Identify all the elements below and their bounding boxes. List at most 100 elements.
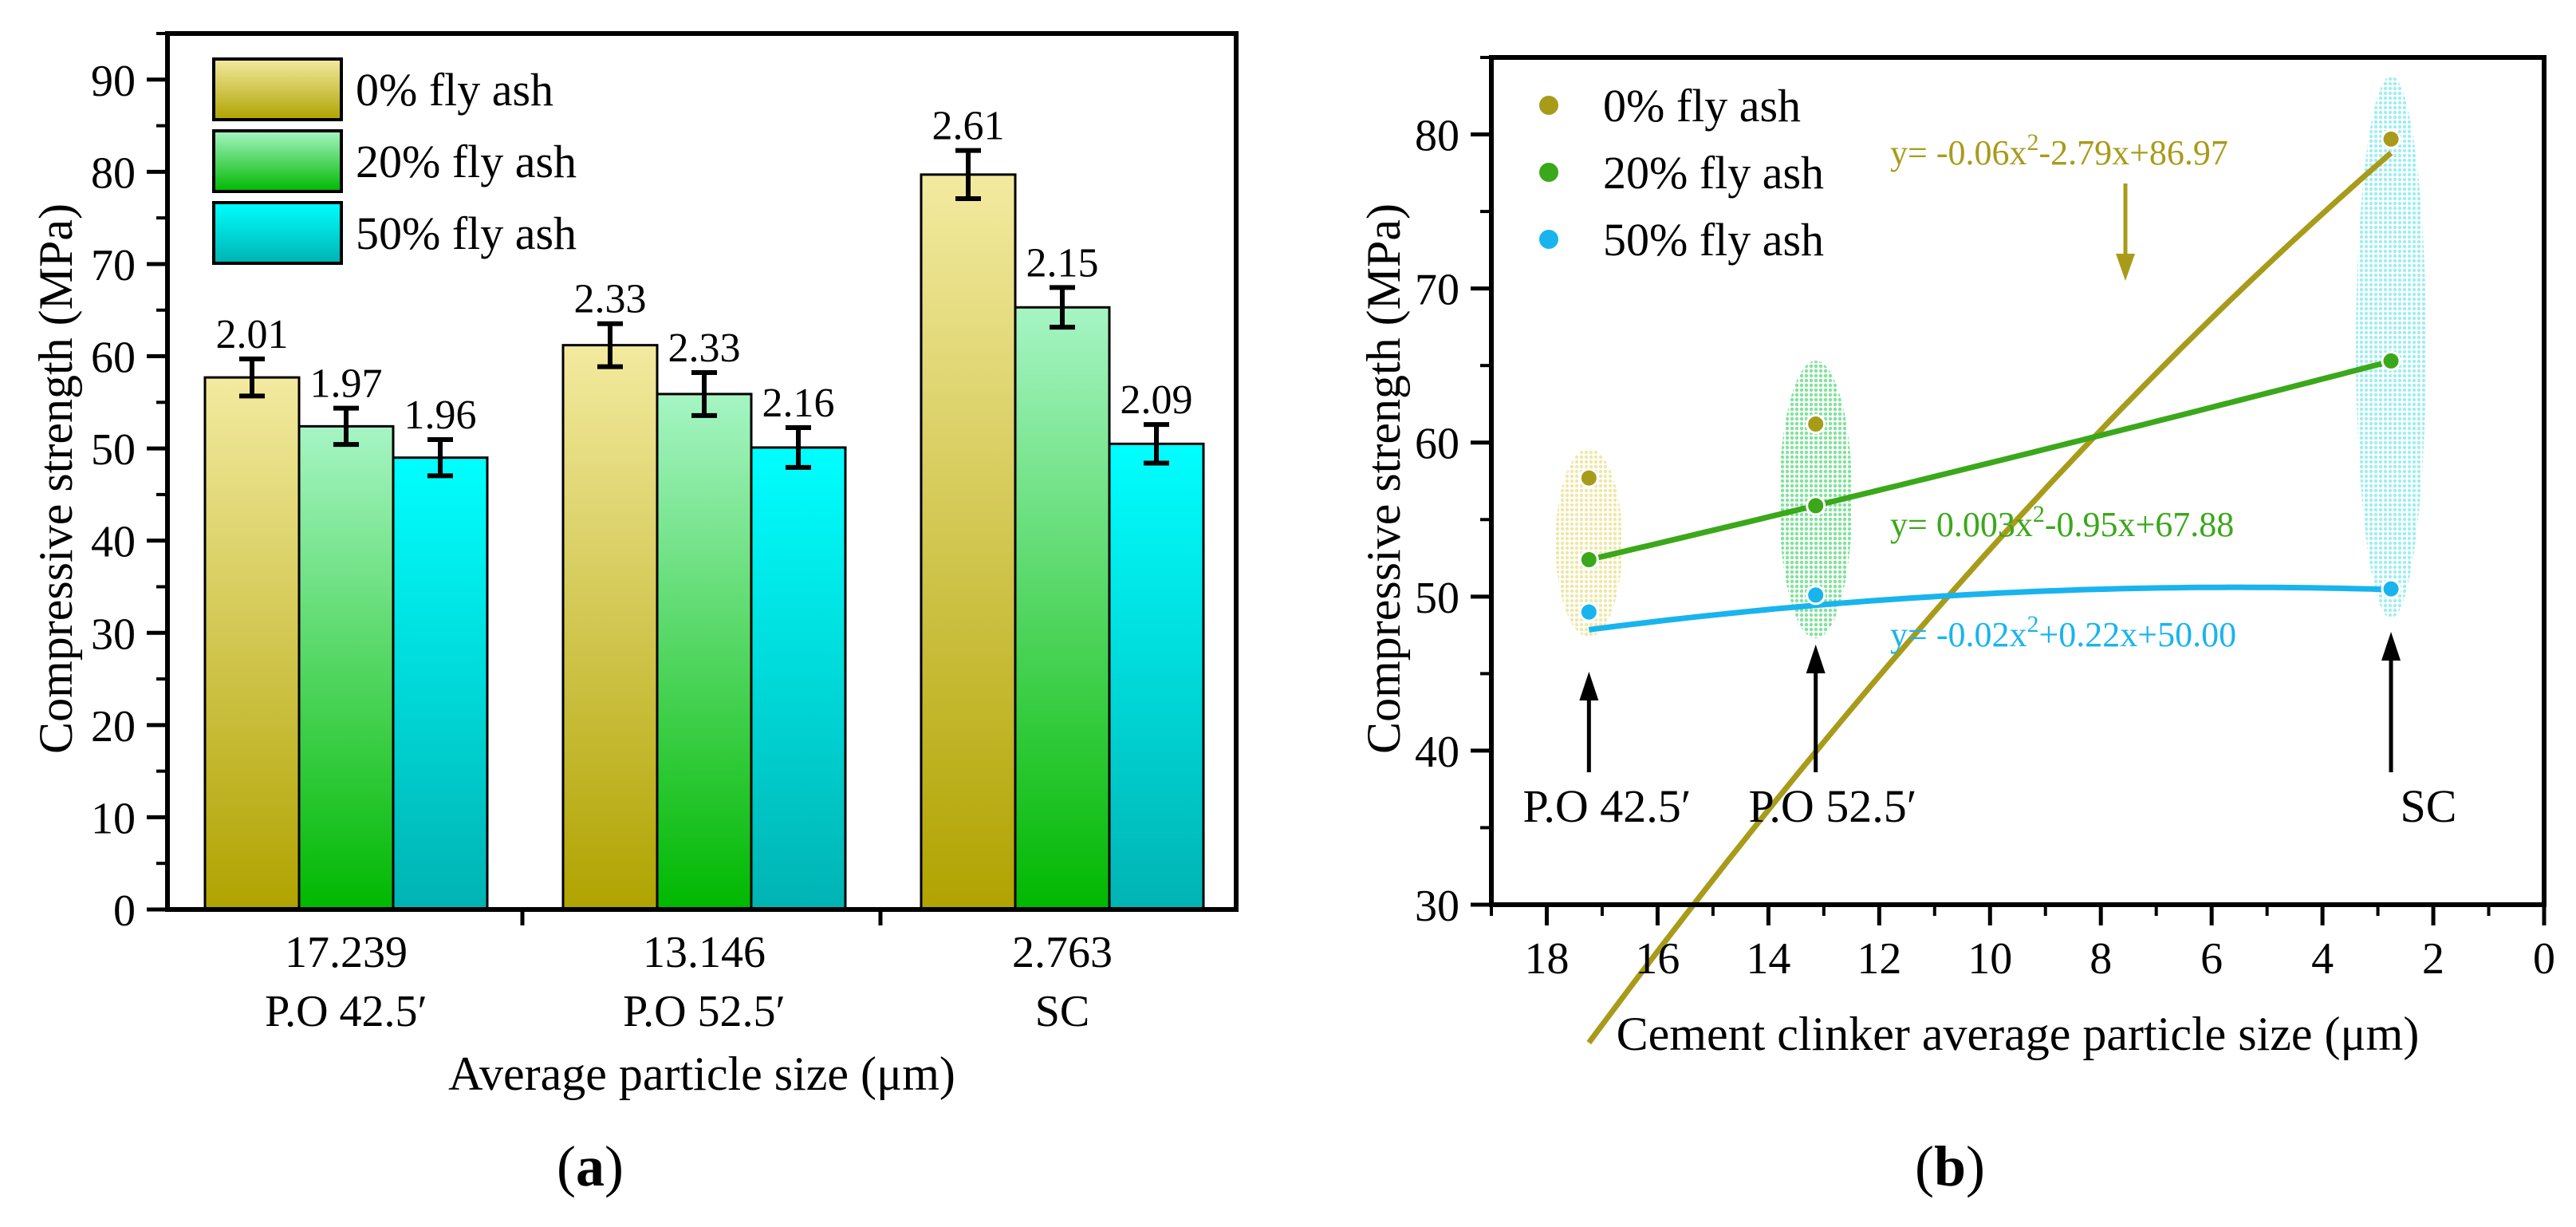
- fit-equation-suffix: -0.95x+67.88: [2045, 505, 2234, 544]
- x-tick-label: 12: [1857, 934, 1901, 984]
- x-tick-label-name: SC: [1035, 987, 1090, 1036]
- y-tick-label: 70: [1415, 266, 1459, 315]
- bar-2-2: [1108, 442, 1205, 911]
- fit-equation-1: y= 0.003x2-0.95x+67.88: [1890, 501, 2234, 544]
- scatter-chart-x-axis: 18 16 14 12 10 8 6 4 2 0: [1490, 905, 2555, 984]
- panel-label-b: (b): [1915, 1134, 1985, 1198]
- fit-equation-suffix: +0.22x+50.00: [2038, 615, 2236, 654]
- scatter-chart-x-axis-title: Cement clinker average particle size (μm…: [1617, 1008, 2420, 1060]
- bar-1-2: [1014, 306, 1111, 911]
- legend-swatch-0: [212, 57, 343, 121]
- data-point-0-2: [2381, 128, 2401, 149]
- x-tick-label: 4: [2311, 934, 2334, 984]
- scatter-chart-y-axis-title: Compressive strength (MPa): [1357, 203, 1410, 754]
- bar-2-1: [750, 446, 847, 911]
- y-tick-label: 30: [91, 610, 136, 659]
- data-point-0-1: [1806, 414, 1826, 435]
- highlight-ellipse-2: [2356, 76, 2427, 619]
- annotation-label-2: SC: [2401, 780, 2457, 832]
- fit-equation-suffix: -2.79x+86.97: [2038, 133, 2227, 172]
- fit-equation-superscript: 2: [2033, 501, 2045, 527]
- data-label: 2.15: [1026, 240, 1099, 286]
- x-tick-label: 6: [2200, 934, 2223, 984]
- fit-equation-superscript: 2: [2027, 611, 2038, 637]
- x-tick-label: 18: [1524, 934, 1569, 984]
- data-label: 2.09: [1121, 377, 1193, 423]
- bar-chart-x-axis-title: Average particle size (μm): [448, 1047, 955, 1100]
- data-label: 2.33: [668, 325, 741, 371]
- data-label: 1.97: [310, 361, 383, 407]
- y-tick-label: 90: [91, 57, 136, 106]
- fit-equation-superscript: 2: [2027, 129, 2038, 156]
- data-point-1-1: [1806, 495, 1826, 516]
- y-tick-label: 70: [91, 241, 136, 290]
- bar-1-1: [656, 393, 753, 911]
- bar-0-0: [203, 376, 301, 911]
- x-tick-label-size: 2.763: [1012, 928, 1113, 977]
- data-label: 2.33: [574, 277, 647, 322]
- data-label: 2.16: [762, 381, 835, 426]
- fit-equation-prefix: y= 0.003x: [1890, 505, 2033, 544]
- x-tick-label: 0: [2533, 934, 2555, 984]
- scatter-chart-panel: 30 40 50 60 70 80 18 16 14 12 10 8 6 4 2 0 0% fly ash 2…: [1357, 55, 2555, 1198]
- y-tick-label: 80: [1415, 112, 1459, 161]
- bar-0-2: [920, 173, 1017, 911]
- y-tick-label: 40: [1415, 728, 1459, 777]
- x-tick-label-name: P.O 42.5′: [265, 987, 427, 1036]
- legend-label-0: 0% fly ash: [1603, 80, 1801, 132]
- annotation-arrow-head-1: [1806, 645, 1826, 673]
- panel-label-b-letter: b: [1934, 1134, 1966, 1198]
- bar-chart-bars: 2.01 1.97 1.96 2.33 2.33 2.16 2.61 2.15 2.09: [203, 104, 1205, 911]
- panel-label-a: (a): [557, 1134, 624, 1198]
- equation-arrow-head: [2116, 254, 2135, 281]
- x-tick-label: 2: [2422, 934, 2444, 984]
- fit-equation-prefix: y= -0.06x: [1890, 133, 2027, 172]
- fit-equation-2: y= -0.02x2+0.22x+50.00: [1890, 611, 2236, 654]
- legend-swatch-2: [212, 201, 343, 265]
- legend-marker-2: [1539, 230, 1558, 249]
- data-point-2-2: [2381, 578, 2401, 599]
- y-tick-label: 10: [91, 794, 136, 843]
- scatter-chart-fit-curves: [1586, 151, 2393, 1045]
- legend-label-1: 20% fly ash: [1603, 147, 1824, 199]
- x-tick-label: 16: [1635, 934, 1680, 984]
- scatter-chart-points: [1578, 128, 2401, 622]
- y-tick-label: 60: [91, 333, 136, 383]
- fit-curve-1: [1588, 358, 2392, 563]
- data-label: 2.61: [932, 104, 1005, 149]
- legend-marker-0: [1539, 96, 1558, 115]
- y-tick-label: 0: [113, 886, 136, 936]
- fit-equation-prefix: y= -0.02x: [1890, 615, 2027, 654]
- bar-chart-legend: 0% fly ash 20% fly ash 50% fly ash: [212, 57, 577, 265]
- x-tick-label-name: P.O 52.5′: [623, 987, 786, 1036]
- annotation-label-0: P.O 42.5′: [1523, 780, 1692, 832]
- data-label: 2.01: [216, 312, 289, 357]
- data-point-0-0: [1578, 468, 1599, 488]
- bar-1-0: [297, 424, 395, 911]
- legend-swatch-1: [212, 129, 343, 193]
- x-tick-label: 8: [2090, 934, 2112, 984]
- scatter-chart-y-axis: 30 40 50 60 70 80: [1415, 56, 1491, 931]
- scatter-chart-plot-frame: [1489, 55, 2546, 907]
- bar-chart-plot-frame: [165, 31, 1239, 912]
- bar-2-0: [392, 456, 489, 911]
- y-tick-label: 80: [91, 148, 136, 198]
- legend-label-1: 20% fly ash: [356, 136, 577, 187]
- bar-0-1: [561, 344, 659, 911]
- x-tick-label: 14: [1746, 934, 1790, 984]
- annotation-label-1: P.O 52.5′: [1749, 780, 1917, 832]
- bar-chart-panel: 2.01 1.97 1.96 2.33 2.33 2.16 2.61 2.15 2.09 0 10…: [30, 31, 1239, 1198]
- bar-chart-x-axis: 17.239 P.O 42.5′ 13.146 P.O 52.5′ 2.763 SC: [265, 909, 1113, 1036]
- bar-chart-y-axis: 0 10 20 30 40 50 60 70 80 90: [91, 32, 167, 936]
- y-tick-label: 40: [91, 518, 136, 567]
- legend-label-0: 0% fly ash: [356, 64, 553, 116]
- y-tick-label: 50: [1415, 574, 1459, 623]
- scatter-chart-annotations: P.O 42.5′ P.O 52.5′ SC: [1523, 632, 2457, 832]
- data-point-2-1: [1806, 585, 1826, 606]
- annotation-arrow-head-2: [2381, 632, 2401, 661]
- x-tick-label: 10: [1967, 934, 2012, 984]
- panel-label-a-letter: a: [576, 1134, 605, 1198]
- fit-curve-2: [1588, 584, 2392, 633]
- annotation-arrow-head-0: [1579, 672, 1599, 700]
